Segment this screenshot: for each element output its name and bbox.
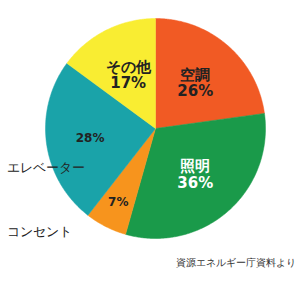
svg-text:資源エネルギー庁資料より: 資源エネルギー庁資料より (176, 257, 296, 268)
svg-text:エレベーター: エレベーター (7, 160, 85, 175)
svg-text:7%: 7% (108, 195, 128, 209)
svg-text:照明36%: 照明36% (177, 157, 213, 192)
svg-text:コンセント: コンセント (7, 224, 72, 239)
svg-text:その他17%: その他17% (106, 58, 152, 93)
svg-text:28%: 28% (76, 131, 105, 145)
svg-text:空調26%: 空調26% (177, 66, 213, 101)
